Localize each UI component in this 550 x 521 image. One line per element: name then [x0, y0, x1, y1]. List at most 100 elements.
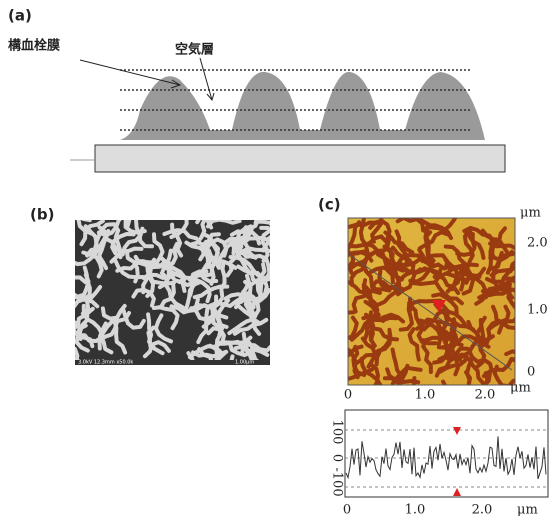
texture-stroke [215, 350, 228, 360]
texture-stroke [368, 218, 392, 241]
texture-stroke [467, 318, 484, 354]
texture-stroke [462, 225, 495, 244]
texture-stroke [131, 287, 156, 308]
scan-line [349, 254, 513, 371]
texture-stroke [361, 282, 381, 317]
x-tick-label: 0 [344, 388, 352, 403]
texture-stroke [76, 220, 94, 236]
texture-stroke [187, 344, 223, 360]
texture-stroke [201, 257, 219, 284]
texture-stroke [351, 344, 367, 377]
texture-stroke [152, 232, 165, 266]
texture-stroke [75, 346, 80, 360]
profile-guides [345, 429, 548, 488]
texture-stroke [462, 352, 485, 385]
marker [453, 427, 461, 435]
texture-stroke [382, 244, 409, 272]
texture-stroke [412, 267, 443, 286]
texture-stroke [212, 300, 225, 337]
panel-label: (a) [8, 7, 32, 25]
texture-stroke [363, 290, 397, 308]
texture-stroke [142, 340, 171, 359]
texture-stroke [204, 238, 220, 270]
texture-stroke [348, 347, 359, 366]
texture-stroke [188, 220, 207, 247]
texture-stroke [75, 323, 90, 353]
texture-stroke [205, 220, 214, 230]
texture-stroke [237, 304, 262, 336]
y-tick-label: 100 [330, 420, 345, 445]
texture-stroke [383, 256, 402, 291]
texture-stroke [483, 371, 490, 385]
texture-stroke [394, 253, 425, 269]
x-tick-label: 1.0 [415, 388, 436, 403]
marker [432, 300, 446, 312]
texture-stroke [434, 280, 464, 306]
texture-stroke [352, 352, 376, 380]
texture-stroke [97, 234, 109, 271]
texture-stroke [417, 230, 451, 251]
texture-stroke [349, 310, 373, 342]
texture-stroke [169, 220, 189, 240]
texture-stroke [75, 275, 88, 284]
arrows [79, 57, 215, 102]
texture-stroke [508, 259, 515, 274]
texture-stroke [97, 319, 119, 351]
texture-stroke [75, 273, 91, 299]
texture-stroke [96, 220, 122, 238]
texture-stroke [98, 321, 114, 355]
texture-stroke [168, 272, 198, 287]
texture-stroke [422, 223, 453, 240]
texture-stroke [146, 325, 165, 356]
texture-stroke [504, 349, 515, 357]
y-unit: μm [520, 206, 541, 221]
texture-stroke [408, 296, 427, 331]
texture-stroke [456, 334, 491, 349]
texture-stroke [497, 316, 515, 335]
texture-stroke [360, 336, 378, 369]
texture-stroke [194, 309, 229, 322]
texture-stroke [151, 283, 176, 310]
texture-stroke [247, 275, 268, 308]
texture-stroke [79, 220, 105, 247]
texture-stroke [260, 229, 270, 263]
texture-stroke [459, 262, 479, 292]
texture-stroke [109, 246, 144, 264]
texture-stroke [241, 331, 254, 360]
texture-stroke [188, 269, 209, 297]
texture-stroke [374, 331, 392, 367]
y-tick-label: 0 [330, 454, 345, 462]
texture-stroke [467, 348, 494, 373]
texture-stroke [121, 308, 146, 330]
texture-stroke [349, 254, 370, 287]
y-tick-label: 1.0 [527, 303, 548, 318]
profile-frame [344, 409, 549, 498]
texture-stroke [461, 266, 487, 296]
texture-stroke [385, 363, 410, 382]
afm-texture [348, 218, 515, 385]
texture-stroke [215, 339, 246, 356]
texture-stroke [462, 228, 475, 264]
texture-stroke [368, 362, 380, 385]
texture-stroke [436, 327, 460, 350]
texture-stroke [412, 218, 431, 227]
texture-stroke [229, 242, 253, 276]
texture-stroke [368, 311, 378, 348]
x-unit: μm [510, 381, 531, 396]
afm-frame [347, 217, 516, 386]
x-tick-label: 2.0 [475, 388, 496, 403]
texture-stroke [232, 317, 269, 336]
texture-stroke [75, 246, 101, 267]
texture-stroke [445, 260, 466, 294]
texture-stroke [455, 232, 477, 257]
texture-stroke [492, 364, 515, 385]
sem-texture [75, 220, 270, 360]
texture-stroke [364, 235, 392, 253]
texture-stroke [195, 220, 201, 225]
texture-stroke [474, 287, 508, 306]
texture-stroke [395, 267, 423, 297]
texture-stroke [159, 271, 178, 306]
texture-stroke [348, 344, 364, 358]
texture-stroke [398, 300, 414, 332]
